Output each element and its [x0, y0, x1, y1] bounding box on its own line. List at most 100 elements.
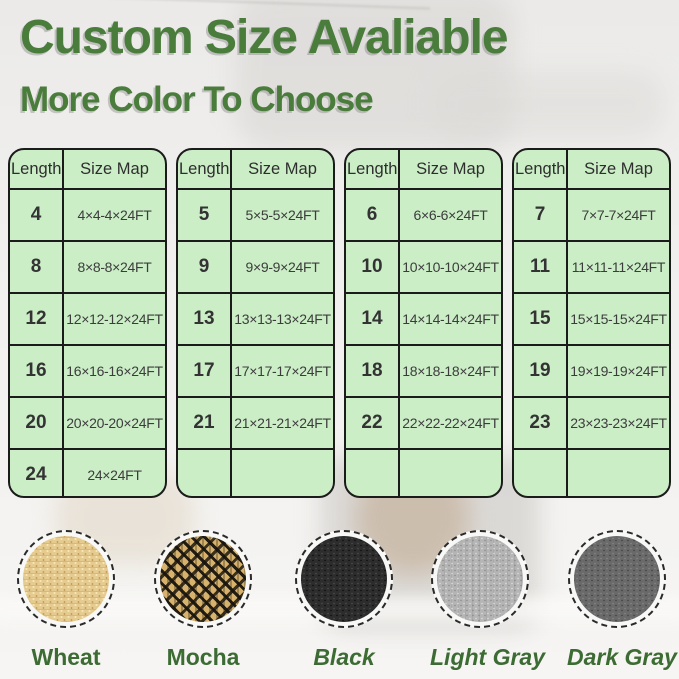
size-table-grid: Length Size Map 6 6×6-6×24FT 10 10×10-10×24FT… — [346, 150, 501, 496]
size-map-cell: 21×21-21×24FT — [230, 396, 333, 450]
length-column-header: Length — [346, 150, 400, 190]
length-column-header: Length — [514, 150, 568, 190]
light-gray-swatch-circle — [431, 530, 529, 628]
length-cell: 10 — [346, 240, 400, 294]
length-cell: 13 — [178, 292, 232, 346]
size-map-cell: 20×20-20×24FT — [62, 396, 165, 450]
table-row: 20 20×20-20×24FT — [10, 396, 165, 450]
size-map-cell: 18×18-18×24FT — [398, 344, 501, 398]
table-row: 17 17×17-17×24FT — [178, 344, 333, 398]
size-map-cell: 10×10-10×24FT — [398, 240, 501, 294]
page-subtitle: More Color To Choose — [20, 80, 374, 119]
wheat-fabric-texture — [23, 536, 109, 622]
length-cell: 5 — [178, 188, 232, 242]
size-map-column-header: Size Map — [566, 150, 669, 190]
length-cell: 23 — [514, 396, 568, 450]
table-row: 9 9×9-9×24FT — [178, 240, 333, 294]
table-row — [346, 448, 501, 496]
table-row: 21 21×21-21×24FT — [178, 396, 333, 450]
length-cell: 12 — [10, 292, 64, 346]
table-row: 16 16×16-16×24FT — [10, 344, 165, 398]
table-row: 18 18×18-18×24FT — [346, 344, 501, 398]
size-map-cell: 19×19-19×24FT — [566, 344, 669, 398]
size-map-column-header: Size Map — [62, 150, 165, 190]
size-map-cell: 22×22-22×24FT — [398, 396, 501, 450]
header-row: Length Size Map — [514, 150, 669, 190]
size-map-cell: 15×15-15×24FT — [566, 292, 669, 346]
header-row: Length Size Map — [346, 150, 501, 190]
table-row — [514, 448, 669, 496]
size-map-cell — [230, 448, 333, 496]
table-row — [178, 448, 333, 496]
length-cell: 14 — [346, 292, 400, 346]
swatch-label-black: Black — [313, 644, 375, 670]
swatch-black: Black — [294, 530, 394, 671]
length-cell: 15 — [514, 292, 568, 346]
table-row: 14 14×14-14×24FT — [346, 292, 501, 346]
size-map-cell: 5×5-5×24FT — [230, 188, 333, 242]
table-row: 11 11×11-11×24FT — [514, 240, 669, 294]
length-cell: 20 — [10, 396, 64, 450]
size-table-3: Length Size Map 6 6×6-6×24FT 10 10×10-10×24FT… — [344, 148, 503, 498]
length-cell — [514, 448, 568, 496]
swatch-label-mocha: Mocha — [166, 644, 240, 670]
size-map-cell: 17×17-17×24FT — [230, 344, 333, 398]
size-table-grid: Length Size Map 4 4×4-4×24FT 8 8×8-8×24FT 12 12… — [10, 150, 165, 496]
black-swatch-circle — [295, 530, 393, 628]
mocha-swatch-circle — [154, 530, 252, 628]
table-row: 13 13×13-13×24FT — [178, 292, 333, 346]
header-row: Length Size Map — [178, 150, 333, 190]
size-table-2: Length Size Map 5 5×5-5×24FT 9 9×9-9×24FT 13 13… — [176, 148, 335, 498]
table-row: 15 15×15-15×24FT — [514, 292, 669, 346]
table-row: 6 6×6-6×24FT — [346, 188, 501, 242]
background-ghost-shape — [430, 70, 665, 140]
table-row: 12 12×12-12×24FT — [10, 292, 165, 346]
size-map-cell: 4×4-4×24FT — [62, 188, 165, 242]
length-cell — [346, 448, 400, 496]
swatch-label-light-gray: Light Gray — [430, 644, 546, 670]
length-cell: 22 — [346, 396, 400, 450]
length-cell: 6 — [346, 188, 400, 242]
length-cell: 11 — [514, 240, 568, 294]
swatch-dark-gray: Dark Gray — [567, 530, 677, 671]
size-table-grid: Length Size Map 5 5×5-5×24FT 9 9×9-9×24FT 13 13… — [178, 150, 333, 496]
swatch-wheat: Wheat — [16, 530, 116, 671]
light-gray-fabric-texture — [437, 536, 523, 622]
size-map-cell — [398, 448, 501, 496]
table-row: 5 5×5-5×24FT — [178, 188, 333, 242]
length-cell: 24 — [10, 448, 64, 496]
length-column-header: Length — [10, 150, 64, 190]
length-cell: 9 — [178, 240, 232, 294]
length-column-header: Length — [178, 150, 232, 190]
table-row: 8 8×8-8×24FT — [10, 240, 165, 294]
table-row: 24 24×24FT — [10, 448, 165, 496]
size-map-cell — [566, 448, 669, 496]
length-cell: 7 — [514, 188, 568, 242]
wheat-swatch-circle — [17, 530, 115, 628]
swatch-label-dark-gray: Dark Gray — [567, 644, 677, 670]
table-row: 19 19×19-19×24FT — [514, 344, 669, 398]
size-map-cell: 7×7-7×24FT — [566, 188, 669, 242]
page-title: Custom Size Avaliable — [20, 11, 509, 64]
swatch-mocha: Mocha — [153, 530, 253, 671]
size-table-1: Length Size Map 4 4×4-4×24FT 8 8×8-8×24FT 12 12… — [8, 148, 167, 498]
swatch-light-gray: Light Gray — [430, 530, 546, 671]
size-map-cell: 23×23-23×24FT — [566, 396, 669, 450]
table-row: 10 10×10-10×24FT — [346, 240, 501, 294]
dark-gray-fabric-texture — [574, 536, 660, 622]
size-map-cell: 6×6-6×24FT — [398, 188, 501, 242]
size-map-column-header: Size Map — [230, 150, 333, 190]
size-map-column-header: Size Map — [398, 150, 501, 190]
size-map-cell: 24×24FT — [62, 448, 165, 496]
length-cell: 8 — [10, 240, 64, 294]
table-row: 7 7×7-7×24FT — [514, 188, 669, 242]
size-map-cell: 14×14-14×24FT — [398, 292, 501, 346]
size-table-grid: Length Size Map 7 7×7-7×24FT 11 11×11-11×24FT… — [514, 150, 669, 496]
length-cell: 4 — [10, 188, 64, 242]
table-row: 22 22×22-22×24FT — [346, 396, 501, 450]
swatch-label-wheat: Wheat — [31, 644, 101, 670]
length-cell: 21 — [178, 396, 232, 450]
size-map-cell: 8×8-8×24FT — [62, 240, 165, 294]
mocha-fabric-texture — [160, 536, 246, 622]
size-map-cell: 13×13-13×24FT — [230, 292, 333, 346]
